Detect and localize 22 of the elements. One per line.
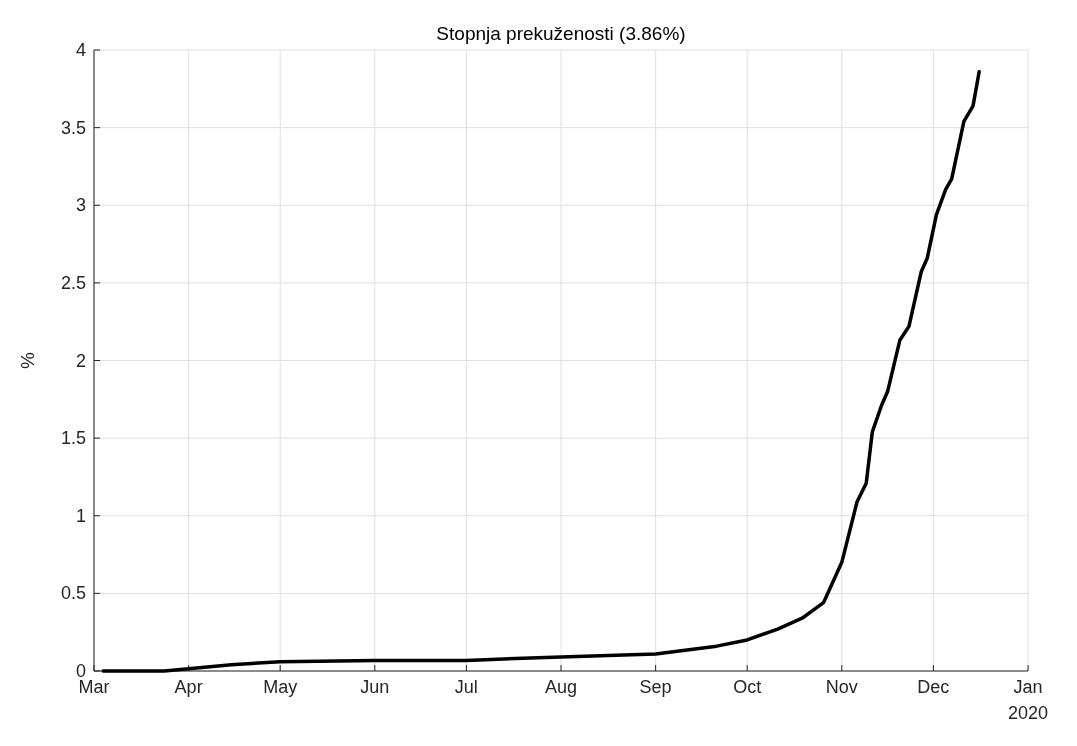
y-tick-label: 3.5 (60, 117, 86, 138)
x-tick-label: Sep (639, 677, 672, 697)
y-tick-label: 2.5 (60, 272, 86, 293)
y-tick-label: 4 (75, 40, 86, 60)
x-tick-label: Jul (454, 677, 478, 697)
x-tick-label: Jan (1013, 677, 1043, 697)
y-tick-label: 1.5 (60, 428, 86, 449)
y-tick-label: 0.5 (60, 583, 86, 604)
x-tick-label: Oct (733, 677, 762, 697)
chart-title: Stopnja prekuženosti (3.86%) (436, 23, 686, 44)
y-axis-title: % (17, 351, 38, 369)
y-tick-label: 1 (75, 505, 86, 526)
y-tick-label: 3 (75, 195, 86, 216)
line-series (101, 69, 981, 673)
x-tick-label: Nov (825, 677, 858, 697)
x-tick-label: Aug (544, 677, 578, 697)
x-tick-label: Dec (917, 677, 950, 697)
x-tick-label: May (263, 677, 298, 697)
y-tick-label: 2 (75, 350, 86, 371)
text: 2020 (1007, 703, 1049, 723)
x-tick-label: Apr (174, 677, 203, 697)
x-tick-label: Jun (360, 677, 390, 697)
